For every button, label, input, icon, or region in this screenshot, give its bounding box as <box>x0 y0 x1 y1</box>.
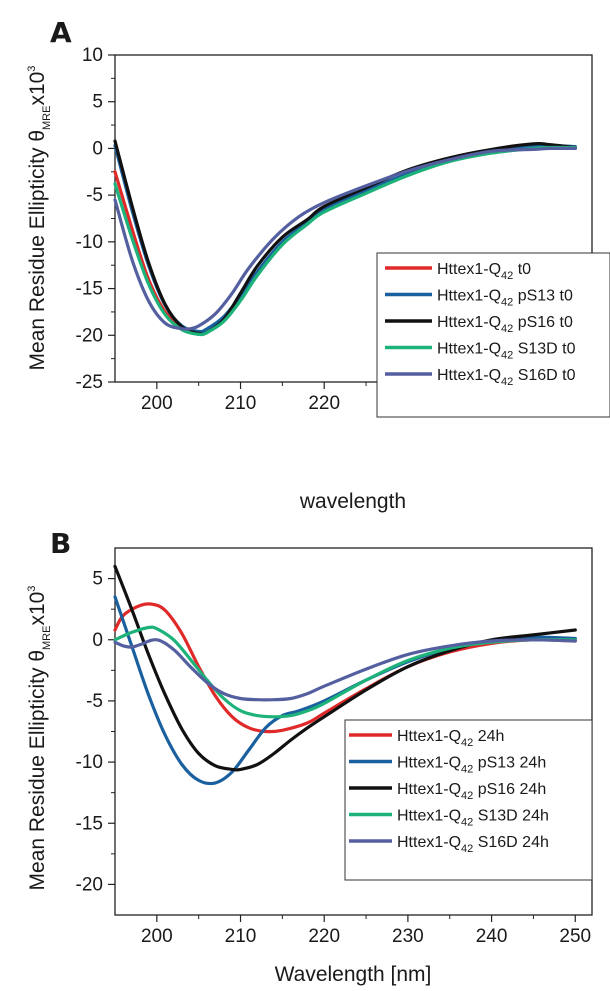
y-axis-title-b-sub: MRE <box>41 626 53 650</box>
y-axis-title-a-main: Mean Residue Ellipticity θ <box>26 130 49 370</box>
legend-label-suffix: S16D t0 <box>513 367 575 384</box>
legend-label-name: Httex1-Q <box>397 728 461 745</box>
legend-label-name: Httex1-Q <box>437 288 501 305</box>
legend-label-suffix: S13D t0 <box>513 341 575 358</box>
y-axis-title-b-tail: x10 <box>26 592 49 626</box>
y-tick-label: -10 <box>76 232 103 253</box>
y-tick-label: -15 <box>76 279 103 300</box>
y-tick-label: -5 <box>86 185 103 206</box>
y-tick-label: -20 <box>76 874 103 895</box>
series-group-b <box>113 564 577 786</box>
x-tick-label: 250 <box>559 926 591 947</box>
x-axis-title-b: Wavelength [nm] <box>275 963 432 986</box>
y-axis-title-b: Mean Residue Ellipticity θMREx103 <box>26 586 53 891</box>
legend-label-suffix: pS13 t0 <box>513 288 573 305</box>
x-tick-label: 210 <box>225 393 257 414</box>
x-tick-label: 210 <box>225 926 257 947</box>
series-line-b-2 <box>113 564 577 772</box>
legend-label-sub: 42 <box>461 764 473 776</box>
legend-label-a-4: Httex1-Q42 S16D t0 <box>437 367 576 388</box>
legend-label-suffix: S16D 24h <box>473 834 549 851</box>
y-tick-label: 10 <box>82 45 103 66</box>
x-tick-label: 200 <box>141 926 173 947</box>
legend-label-a-2: Httex1-Q42 pS16 t0 <box>437 314 573 335</box>
legend-label-sub: 42 <box>461 817 473 829</box>
x-axis-title-a: wavelength <box>299 490 406 513</box>
legend-label-sub: 42 <box>501 350 513 362</box>
series-line-b-4 <box>113 638 577 702</box>
y-tick-label: -25 <box>76 372 103 393</box>
x-tick-label: 220 <box>308 926 340 947</box>
legend-label-name: Httex1-Q <box>397 834 461 851</box>
legend-label-suffix: pS16 t0 <box>513 314 573 331</box>
y-axis-title-a-tail: x10 <box>26 72 49 106</box>
legend-label-name: Httex1-Q <box>397 755 461 772</box>
legend-label-name: Httex1-Q <box>397 808 461 825</box>
y-tick-label: -20 <box>76 325 103 346</box>
legend-label-sub: 42 <box>461 843 473 855</box>
legend-label-name: Httex1-Q <box>437 261 501 278</box>
series-line-a-3 <box>113 145 577 337</box>
x-tick-label: 230 <box>392 926 424 947</box>
legend-label-name: Httex1-Q <box>437 314 501 331</box>
legend-box-a <box>376 252 610 418</box>
y-tick-label: 0 <box>92 630 103 651</box>
y-axis-title-a-sub: MRE <box>41 106 53 130</box>
y-axis-title-a: Mean Residue Ellipticity θMREx103 <box>26 66 53 371</box>
legend-label-name: Httex1-Q <box>397 781 461 798</box>
panel-label-a: A <box>50 16 72 49</box>
panel-label-b: B <box>50 527 71 560</box>
y-tick-label: -10 <box>76 752 103 773</box>
legend-label-suffix: pS16 24h <box>473 781 546 798</box>
legend-label-b-3: Httex1-Q42 S13D 24h <box>397 808 549 829</box>
legend-label-name: Httex1-Q <box>437 341 501 358</box>
y-tick-label: 0 <box>92 138 103 159</box>
y-axis-title-b-sup: 3 <box>26 586 38 592</box>
series-line-b-3 <box>113 625 577 719</box>
panel-a: A 2002102202302402501050-5-10-15-20-25 w… <box>26 16 610 513</box>
legend-label-sub: 42 <box>501 270 513 282</box>
legend-label-a-1: Httex1-Q42 pS13 t0 <box>437 288 573 309</box>
legend-label-name: Httex1-Q <box>437 367 501 384</box>
legend-label-sub: 42 <box>501 323 513 335</box>
legend-label-suffix: S13D 24h <box>473 808 549 825</box>
legend-label-suffix: pS13 24h <box>473 755 546 772</box>
legend-label-sub: 42 <box>501 376 513 388</box>
series-line-a-2 <box>113 139 577 336</box>
panel-b: B 200 210 220 230 240 250 5 0 -5 -10 -15 -20 Wavele… <box>26 527 593 986</box>
legend-label-a-0: Httex1-Q42 t0 <box>437 261 531 282</box>
y-tick-label: -15 <box>76 813 103 834</box>
legend-label-sub: 42 <box>501 297 513 309</box>
legend-box-b <box>344 719 593 881</box>
legend-label-sub: 42 <box>461 737 473 749</box>
x-tick-label: 220 <box>308 393 340 414</box>
legend-label-b-1: Httex1-Q42 pS13 24h <box>397 755 546 776</box>
y-axis-title-a-sup: 3 <box>26 66 38 72</box>
y-tick-label: 5 <box>92 569 103 590</box>
legend-label-b-0: Httex1-Q42 24h <box>397 728 504 749</box>
series-group-a <box>113 139 577 337</box>
x-tick-label: 200 <box>141 393 173 414</box>
y-tick-label: 5 <box>92 92 103 113</box>
legend-label-a-3: Httex1-Q42 S13D t0 <box>437 341 576 362</box>
y-axis-title-b-main: Mean Residue Ellipticity θ <box>26 650 49 890</box>
series-line-a-4 <box>113 146 577 331</box>
legend-label-suffix: 24h <box>473 728 504 745</box>
legend-label-b-4: Httex1-Q42 S16D 24h <box>397 834 549 855</box>
x-tick-label: 240 <box>476 926 508 947</box>
legend-label-suffix: t0 <box>513 261 531 278</box>
series-line-b-0 <box>113 602 577 734</box>
tick-group-b: 200 210 220 230 240 250 5 0 -5 -10 -15 -20 <box>76 569 592 947</box>
legend-label-b-2: Httex1-Q42 pS16 24h <box>397 781 546 802</box>
y-tick-label: -5 <box>86 691 103 712</box>
legend-label-sub: 42 <box>461 790 473 802</box>
